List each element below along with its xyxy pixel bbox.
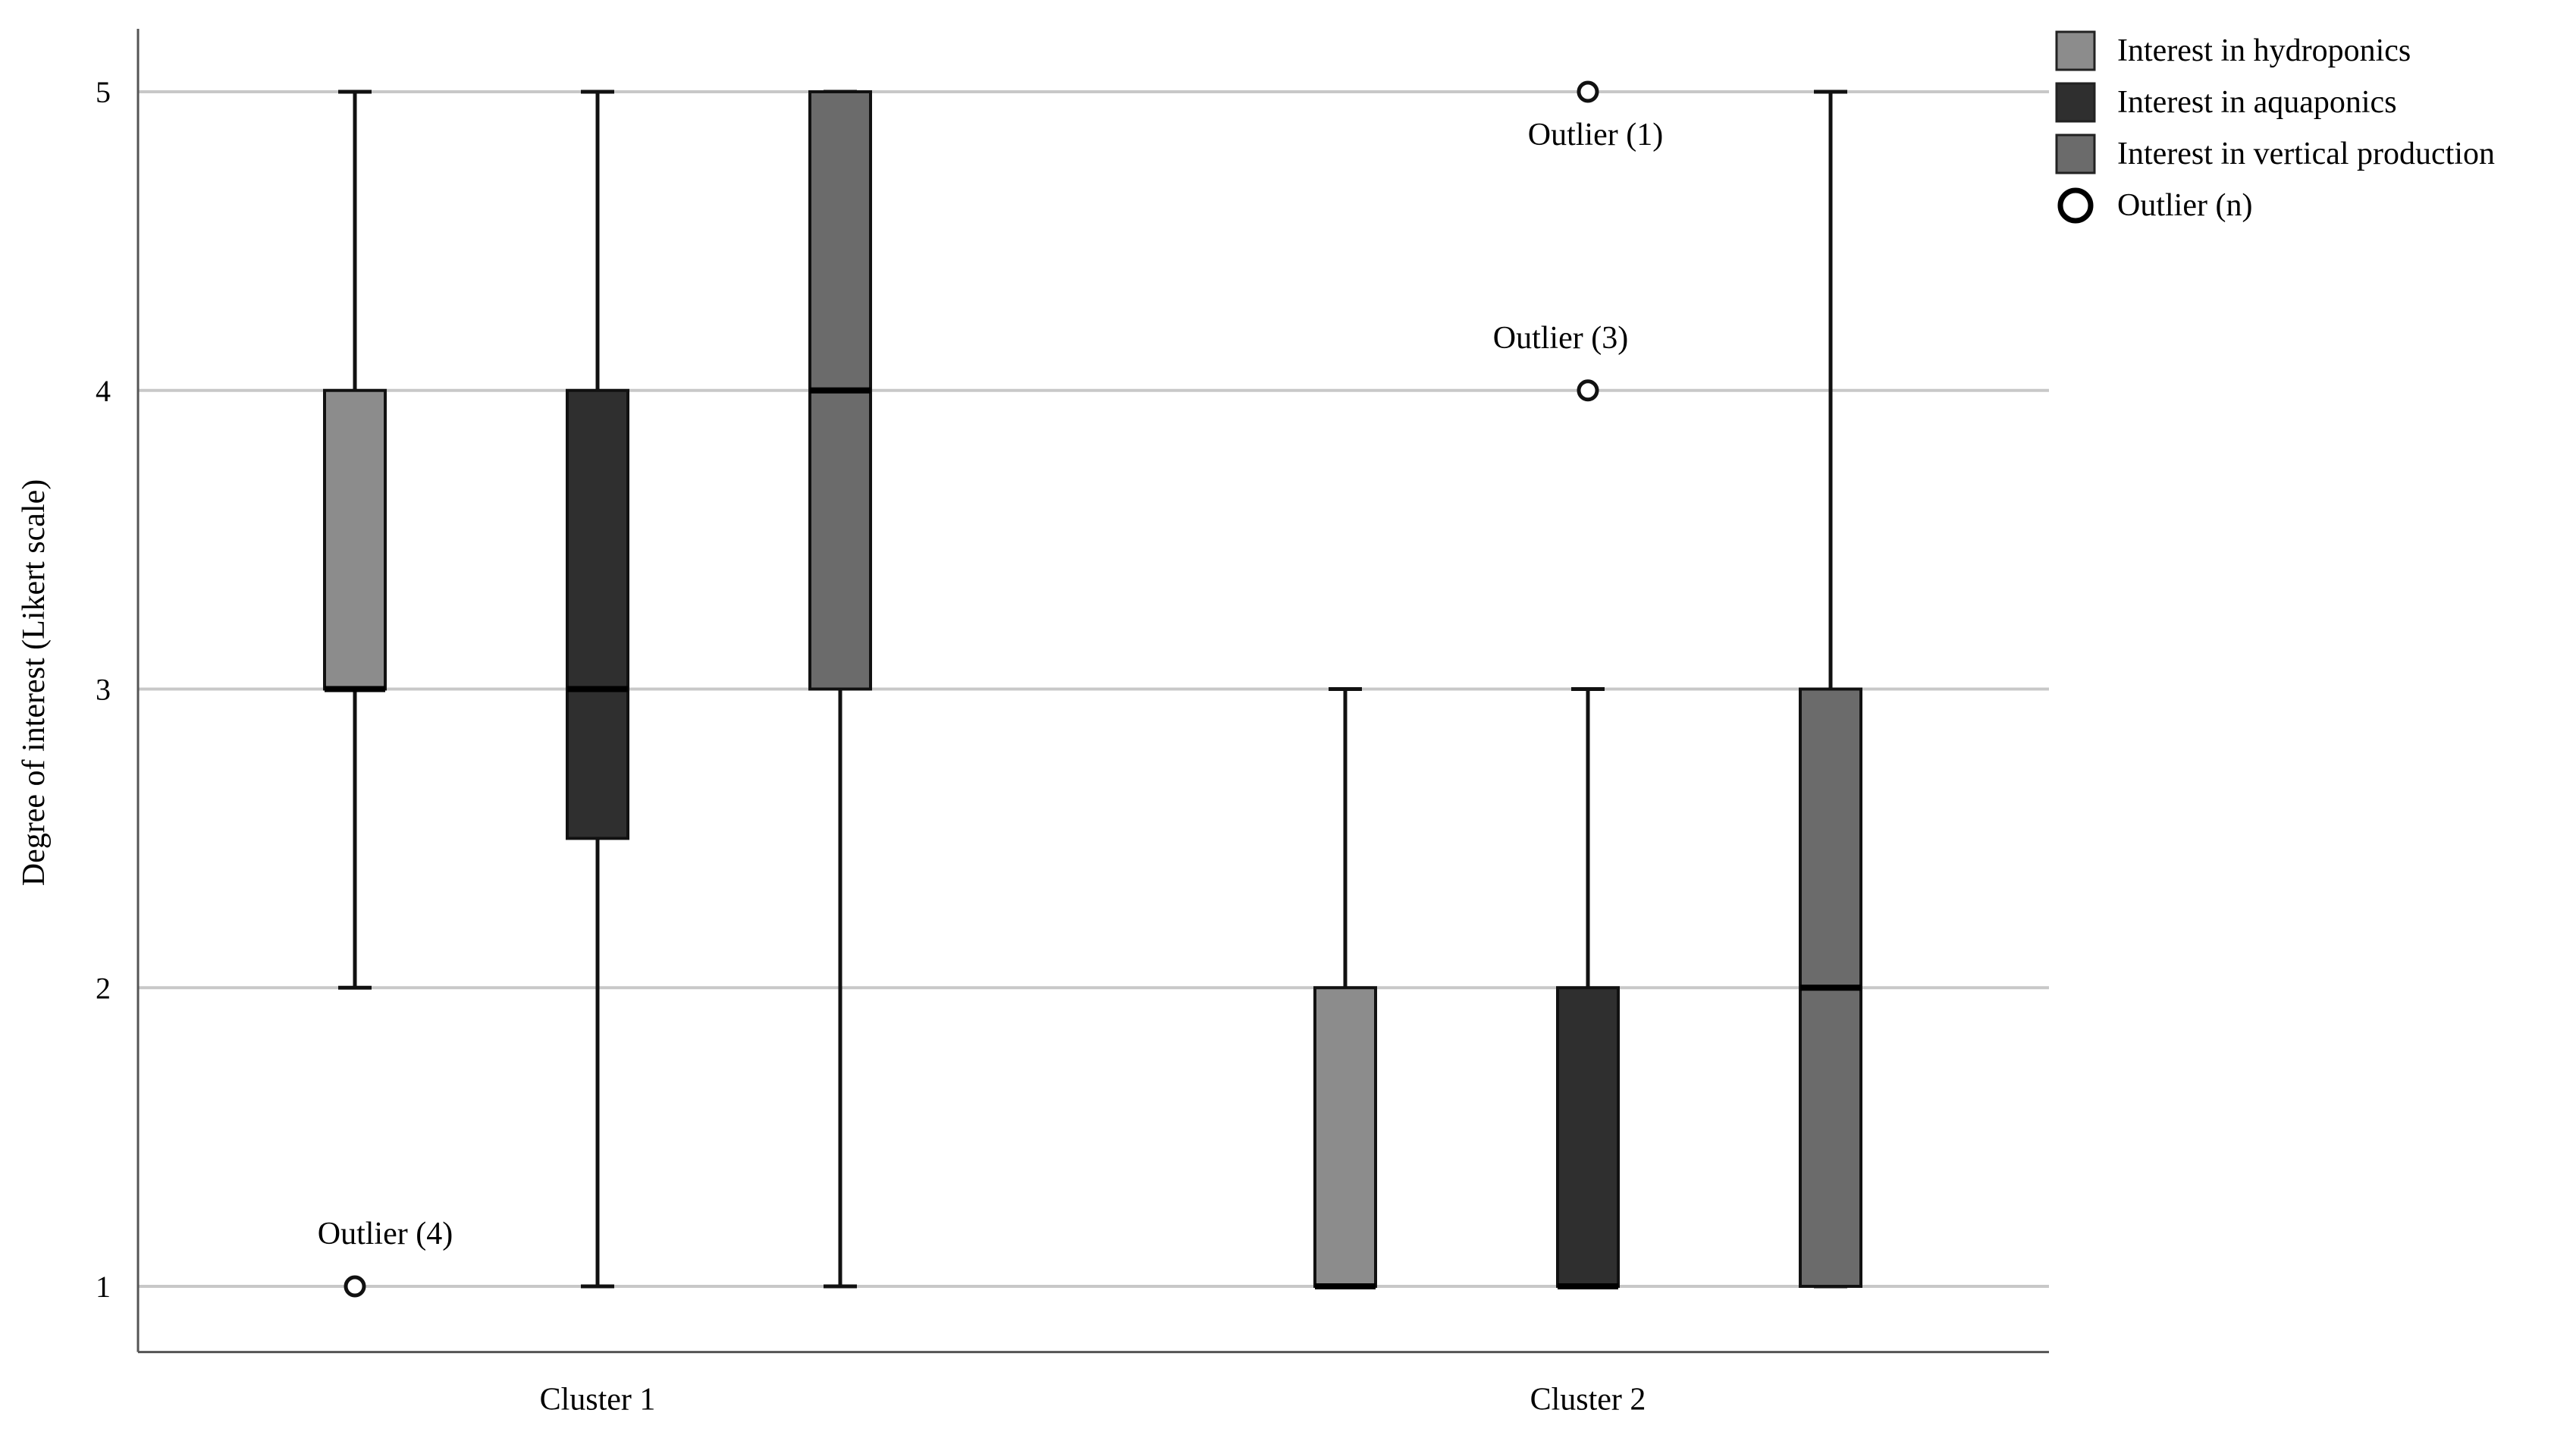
- legend-label: Interest in hydroponics: [2117, 33, 2411, 68]
- box-body: [1556, 986, 1620, 1288]
- legend-item: Interest in hydroponics: [2055, 30, 2411, 71]
- y-tick-label: 2: [96, 971, 111, 1005]
- outlier-point: [344, 1275, 366, 1298]
- legend-item: Interest in aquaponics: [2055, 82, 2397, 123]
- x-category-label: Cluster 2: [1530, 1383, 1646, 1418]
- outlier-label: Outlier (3): [1493, 321, 1628, 356]
- box-3-2: [1799, 89, 1862, 1289]
- legend-swatch: [2055, 133, 2096, 174]
- boxes: [323, 89, 1862, 1289]
- box-body: [566, 388, 629, 840]
- legend-label: Interest in aquaponics: [2117, 85, 2397, 120]
- box-3-1: [808, 89, 872, 1289]
- outlier-point: [1577, 379, 1599, 402]
- y-tick-label: 3: [96, 673, 111, 707]
- y-tick-label: 4: [96, 374, 111, 408]
- outliers: Outlier (4) Outlier (1) Outlier (3): [318, 80, 1663, 1298]
- axes: 1 2 3 4 5 Cluster 1 Cluster 2: [96, 29, 2049, 1418]
- legend-swatch: [2055, 82, 2096, 123]
- legend-swatch: [2055, 30, 2096, 71]
- legend-item: Interest in vertical production: [2055, 133, 2495, 174]
- box-2-2: [1556, 687, 1620, 1289]
- legend-label: Interest in vertical production: [2117, 137, 2495, 171]
- gridlines: [138, 90, 2049, 1288]
- y-tick-label: 1: [96, 1270, 111, 1304]
- box-body: [1313, 986, 1377, 1288]
- legend-label: Outlier (n): [2117, 188, 2252, 223]
- outlier-point: [1577, 80, 1599, 103]
- legend: Interest in hydroponics Interest in aquap…: [2055, 30, 2495, 224]
- legend-outlier-marker: [2057, 187, 2094, 224]
- y-axis-label: Degree of interest (Likert scale): [17, 479, 52, 886]
- outlier-label: Outlier (1): [1528, 118, 1663, 152]
- box-body: [323, 388, 387, 691]
- box-1-2: [1313, 687, 1377, 1289]
- x-category-label: Cluster 1: [540, 1383, 656, 1418]
- outlier-label: Outlier (4): [318, 1217, 453, 1251]
- box-2-1: [566, 89, 629, 1289]
- box-1-1: [323, 89, 387, 990]
- y-tick-label: 5: [96, 75, 111, 109]
- legend-item: Outlier (n): [2057, 187, 2252, 224]
